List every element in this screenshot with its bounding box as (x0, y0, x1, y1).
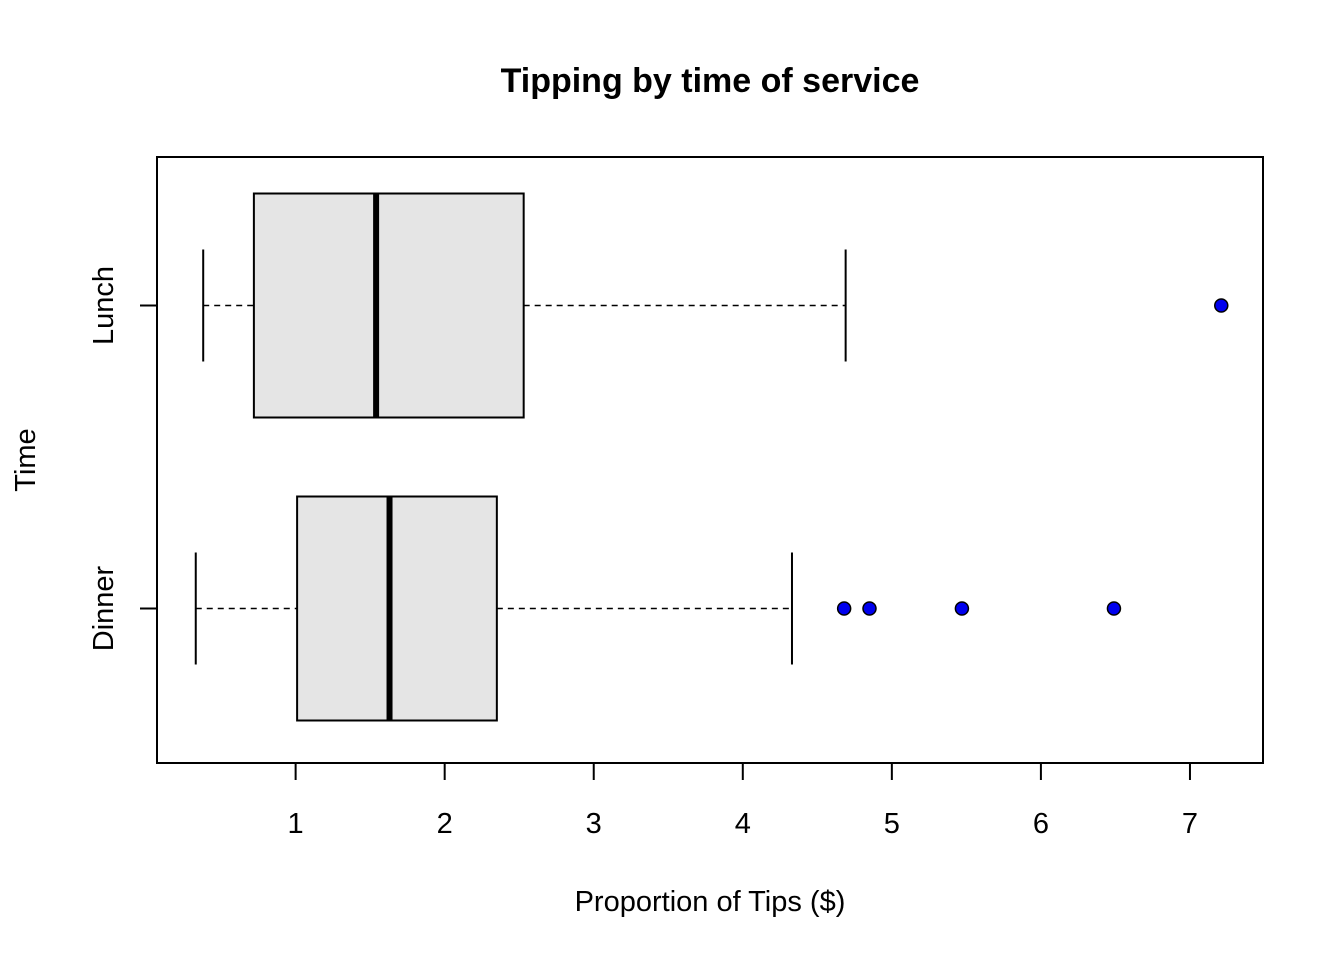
x-tick-label: 2 (437, 808, 453, 840)
lunch-outlier-point (1214, 298, 1229, 313)
x-axis-label: Proportion of Tips ($) (575, 886, 846, 918)
dinner-outlier-point (954, 601, 970, 616)
y-tick-label-dinner: Dinner (88, 565, 120, 651)
dinner-outlier-point (862, 601, 877, 616)
y-axis-label: Time (10, 428, 42, 491)
lunch-box (252, 192, 525, 419)
dinner-outlier-point (836, 601, 852, 616)
x-tick-label: 4 (735, 808, 751, 840)
y-axis: Dinner Lunch (88, 266, 157, 651)
boxes-layer (194, 192, 1229, 722)
y-tick-label-lunch: Lunch (88, 266, 120, 345)
x-tick-label: 3 (586, 808, 602, 840)
dinner-outlier-point (1106, 601, 1122, 616)
dinner-box (296, 495, 498, 722)
plot-frame (156, 156, 1264, 764)
x-axis: 1 2 3 4 5 6 7 (288, 763, 1198, 840)
x-tick-label: 5 (884, 808, 900, 840)
chart-title: Tipping by time of service (501, 62, 920, 100)
x-tick-label: 6 (1033, 808, 1049, 840)
x-tick-label: 1 (288, 808, 304, 840)
x-tick-label: 7 (1182, 808, 1198, 840)
